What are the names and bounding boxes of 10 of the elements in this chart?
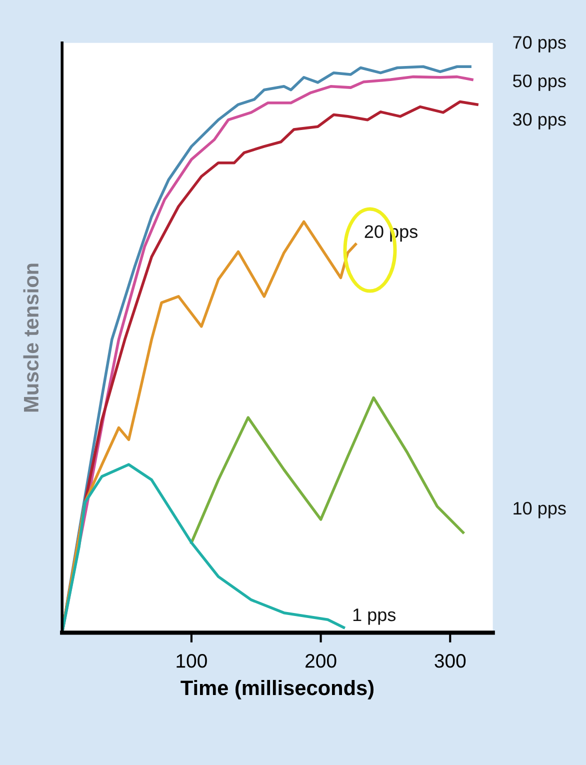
series-label: 1 pps — [353, 608, 396, 625]
text: 70 pps — [513, 36, 566, 52]
x-tick-label: 200 — [306, 654, 336, 668]
y-axis-title: Muscle tension — [23, 264, 39, 412]
x-axis-title: Time (milliseconds) — [180, 680, 374, 700]
text: 30 pps — [512, 113, 566, 130]
text: 50 pps — [512, 74, 566, 91]
x-tick-label: 300 — [434, 654, 466, 668]
x-tick-label: 100 — [176, 654, 207, 668]
text: 10 pps — [514, 502, 566, 518]
